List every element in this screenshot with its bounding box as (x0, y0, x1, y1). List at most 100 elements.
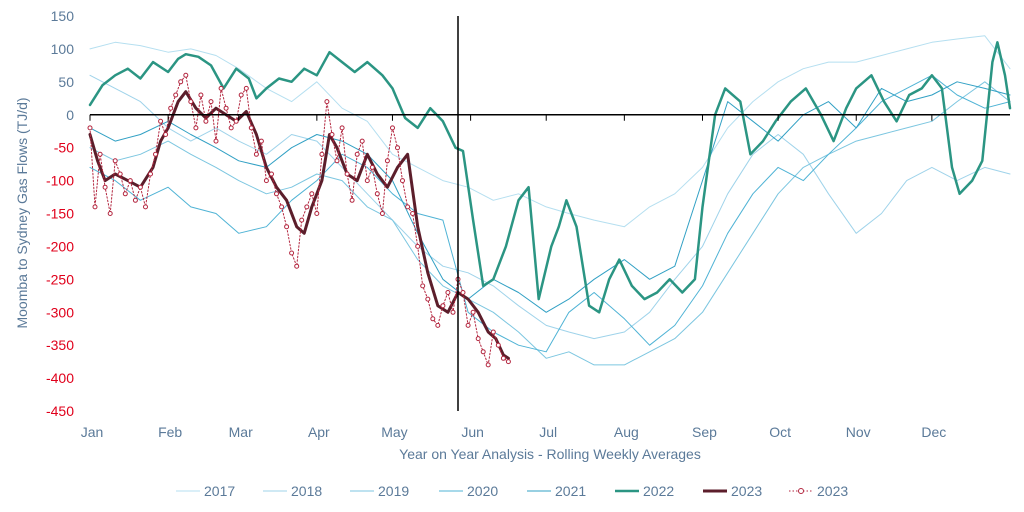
series-line-2017-0 (89, 35, 1011, 228)
series-point (390, 125, 395, 131)
series-point (395, 145, 400, 151)
legend-label: 2023 (731, 483, 762, 499)
series-point (233, 118, 239, 124)
y-tick-label: -400 (46, 370, 74, 386)
legend-label: 2022 (643, 483, 674, 499)
y-tick-label: -150 (46, 206, 74, 222)
series-point (143, 204, 148, 210)
series-point (137, 184, 143, 190)
series-point (168, 105, 174, 111)
x-tick-label: Apr (308, 424, 330, 440)
series-point (284, 224, 290, 230)
x-axis-title: Year on Year Analysis - Rolling Weekly A… (399, 446, 701, 462)
series-point (188, 99, 194, 105)
series-point (364, 178, 370, 184)
series-point (248, 125, 254, 131)
x-tick-label: May (381, 424, 407, 440)
series-point (420, 283, 426, 289)
series-point (213, 138, 219, 144)
y-tick-label: -50 (54, 140, 74, 156)
series-point (223, 105, 229, 111)
series-line-2019-2 (89, 81, 1011, 366)
series-point (198, 92, 204, 98)
series-point (374, 191, 380, 197)
series-point (440, 303, 446, 309)
axes-layer (89, 16, 1010, 411)
series-point (148, 171, 153, 177)
series-point (238, 92, 244, 98)
y-tick-label: -200 (46, 238, 74, 254)
legend-label: 2023 (817, 483, 848, 499)
x-tick-label: Mar (229, 424, 253, 440)
series-point (379, 211, 385, 216)
series-point (203, 118, 209, 124)
x-tick-label: Nov (846, 424, 871, 440)
series-point (153, 151, 158, 157)
series-point (369, 164, 375, 170)
legend: 2017 2018 2019 2020 2021 2022 2023 2023 (176, 483, 848, 499)
legend-label: 2019 (378, 483, 409, 499)
series-point (450, 309, 456, 315)
series-point (344, 171, 350, 177)
series-point (505, 359, 511, 365)
series-point (319, 151, 325, 157)
x-tick-label: Jun (461, 424, 484, 440)
series-point (87, 125, 93, 131)
series-point (415, 243, 421, 249)
series-line-2021-4 (89, 81, 1011, 313)
series-point (163, 132, 169, 137)
y-tick-label: 50 (58, 74, 74, 90)
series-line-2023-6 (88, 90, 510, 360)
y-tick-label: -450 (46, 403, 74, 419)
series-point (228, 125, 234, 131)
legend-marker (798, 488, 804, 494)
series-point (339, 125, 345, 131)
series-point (425, 296, 431, 302)
series-point (299, 217, 305, 223)
series-point (500, 355, 506, 361)
y-tick-label: 100 (51, 41, 75, 57)
x-tick-label: Dec (921, 424, 946, 440)
series-point (97, 151, 103, 157)
series-point (269, 171, 274, 177)
series-point (122, 191, 128, 197)
x-tick-label: Aug (614, 424, 639, 440)
series-point (430, 316, 436, 322)
x-tick-label: Feb (158, 424, 182, 440)
series-point (349, 197, 355, 203)
series-point (400, 178, 405, 184)
series-point (218, 85, 224, 91)
series-point (253, 151, 259, 157)
y-tick-label: -300 (46, 304, 74, 320)
y-tick-label: -350 (46, 337, 74, 353)
series-point (274, 191, 279, 197)
y-axis-title: Moomba to Sydney Gas Flows (TJ/d) (14, 97, 30, 328)
series-point (304, 204, 310, 210)
series-point (490, 329, 496, 335)
y-tick-label: -250 (46, 271, 74, 287)
series-point (178, 79, 184, 85)
series-point (107, 211, 113, 216)
series-point (117, 171, 123, 177)
x-tick-label: Jan (81, 424, 104, 440)
series-line-2022-5 (88, 41, 1012, 314)
series-point (485, 362, 491, 368)
series-point (460, 290, 466, 295)
y-tick-label: 0 (66, 107, 74, 123)
series-point (359, 138, 365, 144)
series-point (354, 151, 360, 157)
legend-label: 2020 (467, 483, 498, 499)
series-point (465, 322, 471, 328)
series-point (243, 85, 249, 91)
series-point (324, 99, 330, 105)
series-point (289, 250, 295, 256)
y-axis-ticks: 150 100 50 0 -50 -100 -150 -200 -250 -300 -350 -400… (46, 8, 74, 419)
series-point (309, 191, 315, 197)
series-point (410, 211, 416, 216)
x-tick-label: Sep (692, 424, 717, 440)
series-point (258, 138, 264, 144)
x-tick-label: Oct (769, 424, 791, 440)
legend-label: 2017 (204, 483, 235, 499)
x-axis-ticks: Jan Feb Mar Apr May Jun Jul Aug Sep Oct Nov Dec (81, 424, 947, 440)
series-point (132, 197, 138, 203)
